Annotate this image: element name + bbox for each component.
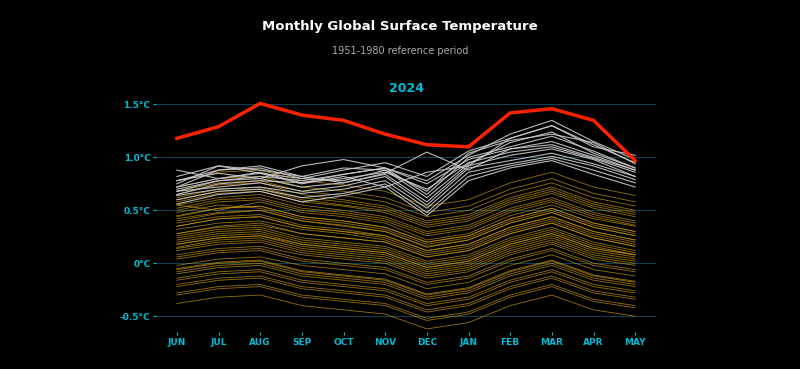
Text: 1951-1980 reference period: 1951-1980 reference period (332, 45, 468, 55)
Text: 2024: 2024 (389, 82, 423, 95)
Text: Monthly Global Surface Temperature: Monthly Global Surface Temperature (262, 20, 538, 32)
